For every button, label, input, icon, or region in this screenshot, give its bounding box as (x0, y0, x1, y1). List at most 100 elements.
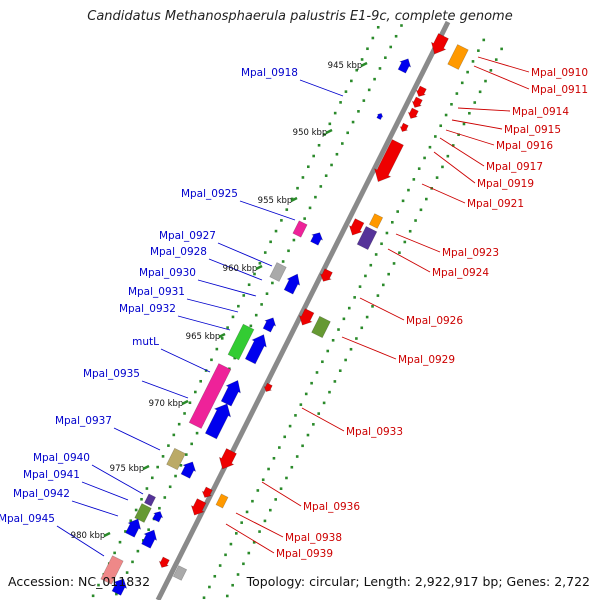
tick-dot (394, 34, 398, 38)
gene-0939-arrow-shape (190, 498, 207, 516)
tick-label-5: 965 kbp (186, 332, 221, 342)
gene-0916-arrow (407, 107, 419, 119)
tick-dot (118, 540, 122, 544)
tick-dot (315, 371, 319, 374)
gene-0940-block (144, 493, 156, 507)
tick-dot (349, 347, 353, 351)
gene-0938-block (215, 493, 229, 509)
tick-dot (215, 347, 219, 351)
gene-label-mpal_0941: Mpal_0941 (23, 469, 80, 481)
tick-dot (314, 195, 317, 199)
tick-dot (256, 489, 260, 492)
gene-label-mpal_0938: Mpal_0938 (285, 532, 342, 544)
leader-left (177, 315, 231, 331)
tick-dot (285, 476, 288, 480)
gene-0926a-arrow-shape (319, 268, 333, 282)
tick-dot (435, 176, 439, 179)
gene-label-mpal_0926: Mpal_0926 (406, 315, 463, 327)
tick-dot (269, 240, 272, 244)
tick-dot (285, 208, 289, 211)
gene-label-mpal_0942: Mpal_0942 (13, 488, 70, 500)
tick-dot (366, 47, 369, 51)
tick-dot (371, 36, 375, 40)
gene-0923-arrow-shape (348, 218, 365, 236)
major-tick (255, 264, 263, 271)
tick-label-6: 970 kbp (149, 399, 184, 409)
tick-dot (129, 519, 133, 523)
tick-dot (482, 38, 486, 42)
tick-dot (387, 272, 390, 276)
tick-dot (312, 423, 315, 426)
gene-label-mpal_0916: Mpal_0916 (496, 140, 553, 152)
gene-0942-arrow (125, 518, 142, 538)
gene-0937b-arrow (180, 461, 197, 479)
tick-dot (321, 360, 324, 364)
tick-dot (295, 455, 299, 458)
tick-dot (439, 124, 443, 128)
tick-dot (271, 281, 274, 285)
gene-0942b-arrow (141, 529, 158, 549)
leader-right (451, 119, 503, 130)
tick-dot (228, 367, 231, 371)
tick-dot (202, 596, 206, 600)
tick-dot (113, 551, 116, 555)
gene-label-mpal_0940: Mpal_0940 (33, 452, 90, 464)
tick-dot (466, 70, 469, 74)
tick-dot (290, 197, 294, 201)
tick-dot (247, 283, 251, 287)
gene-mutL-block-shape (227, 323, 255, 361)
gene-label-mpal_0937: Mpal_0937 (55, 415, 112, 427)
tick-dot (226, 326, 229, 329)
tick-dot (261, 478, 265, 482)
gene-0926a-arrow (319, 268, 333, 282)
gene-label-mpal_0919: Mpal_0919 (477, 178, 534, 190)
gene-label-mpal_0914: Mpal_0914 (512, 106, 569, 118)
tick-dot (331, 338, 335, 342)
gene-0916-arrow-shape (407, 107, 419, 119)
tick-dot (274, 229, 278, 233)
tick-dot (441, 165, 444, 169)
tick-dot (168, 485, 172, 489)
tick-dot (326, 349, 330, 353)
leader-left (299, 79, 344, 97)
gene-0935c-arrow-shape (204, 403, 232, 440)
tick-dot (224, 553, 227, 557)
tick-dot (344, 358, 347, 362)
tick-dot (234, 532, 238, 535)
tick-dot (341, 142, 344, 145)
gene-0945-block-shape (100, 555, 124, 585)
gene-label-mpal_0928: Mpal_0928 (150, 246, 207, 258)
leader-right (359, 297, 405, 321)
tick-dot (347, 306, 351, 310)
tick-dot (333, 380, 337, 383)
gene-0938-block-shape (215, 493, 229, 509)
tick-label-3: 955 kbp (258, 196, 293, 206)
tick-dot (161, 455, 165, 458)
tick-dot (91, 594, 95, 598)
tick-label-7: 975 kbp (110, 464, 145, 474)
tick-dot (274, 498, 277, 501)
gene-0933-arrow (263, 382, 273, 392)
leader-left (71, 500, 119, 517)
gene-0930-arrow (283, 273, 301, 295)
tick-dot (278, 446, 281, 449)
gene-0910-arrow (430, 33, 449, 55)
tick-dot (376, 25, 380, 29)
tick-dot (460, 81, 464, 85)
tick-dot (287, 249, 290, 253)
tick-labels: 945 kbp 950 kbp 955 kbp 960 kbp 965 kbp 970 k… (71, 61, 368, 541)
tick-dot (473, 101, 477, 104)
genome-backbone (155, 20, 451, 600)
tick-dot (194, 390, 197, 394)
tick-dot (378, 67, 382, 70)
gene-0917-arrow-shape (399, 122, 409, 132)
gene-0925-block (292, 220, 308, 238)
gene-0933-arrow-shape (263, 382, 273, 392)
gene-0947-block (172, 565, 188, 581)
gene-0923-arrow (348, 218, 365, 236)
gene-label-mpal_0918: Mpal_0918 (241, 67, 298, 79)
tick-dot (124, 530, 127, 533)
tick-dot (417, 167, 421, 170)
tick-dot (408, 229, 412, 233)
